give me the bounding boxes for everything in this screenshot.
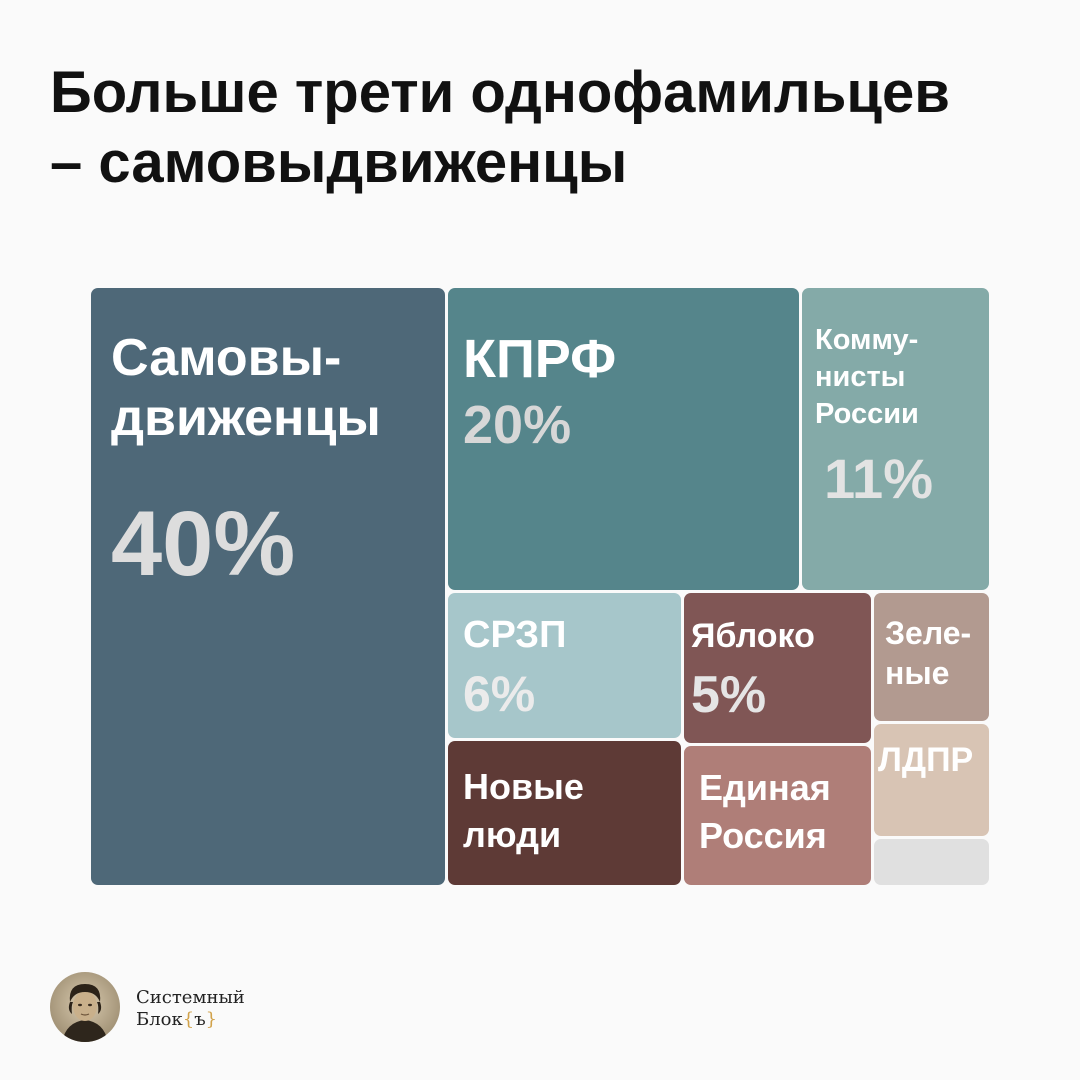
tile-value: 11%: [824, 447, 933, 510]
treemap-tile-yabloko: Яблоко 5%: [684, 593, 871, 743]
brand-name: Системный Блок{ъ}: [136, 987, 245, 1031]
avatar: [50, 972, 120, 1042]
tile-label: Зеле- ные: [885, 615, 972, 691]
treemap-tile-ldpr: ЛДПР: [874, 724, 989, 836]
tile-value: 20%: [463, 395, 572, 455]
title-line-2: – самовыдвиженцы: [50, 130, 628, 195]
treemap-tile-samovydvizhentsy: Самовы- движенцы 40%: [91, 288, 445, 885]
tile-value: 40%: [111, 493, 296, 595]
treemap-tile-edinaya-rossiya: Единая Россия: [684, 746, 871, 885]
treemap-tile-other: [874, 839, 989, 885]
tile-label: СРЗП: [463, 614, 567, 656]
tile-label: Яблоко: [691, 617, 815, 655]
title-line-1: Больше трети однофамильцев: [50, 60, 950, 125]
tile-label: Самовы- движенцы: [111, 329, 381, 447]
treemap-tile-kprf: КПРФ 20%: [448, 288, 799, 590]
brand-line-1: Системный: [136, 987, 245, 1008]
treemap-tile-kommunisty: Комму- нисты России 11%: [802, 288, 989, 590]
treemap-tile-novye-lyudi: Новые люди: [448, 741, 681, 885]
tile-value: 5%: [691, 666, 767, 724]
tile-label: Единая Россия: [699, 767, 831, 856]
tile-label: Новые люди: [463, 766, 584, 855]
brand-logo: Системный Блок{ъ}: [50, 972, 370, 1044]
brand-line-2: Блок{ъ}: [136, 1009, 218, 1030]
tile-label: ЛДПР: [878, 741, 974, 779]
tile-value: 6%: [463, 666, 536, 722]
tile-label: Комму- нисты России: [815, 324, 919, 430]
treemap-tile-srzp: СРЗП 6%: [448, 593, 681, 738]
treemap-tile-zelenye: Зеле- ные: [874, 593, 989, 721]
chart-title: Больше трети однофамильцев – самовыдвиже…: [50, 58, 1040, 198]
tile-label: КПРФ: [463, 329, 617, 389]
